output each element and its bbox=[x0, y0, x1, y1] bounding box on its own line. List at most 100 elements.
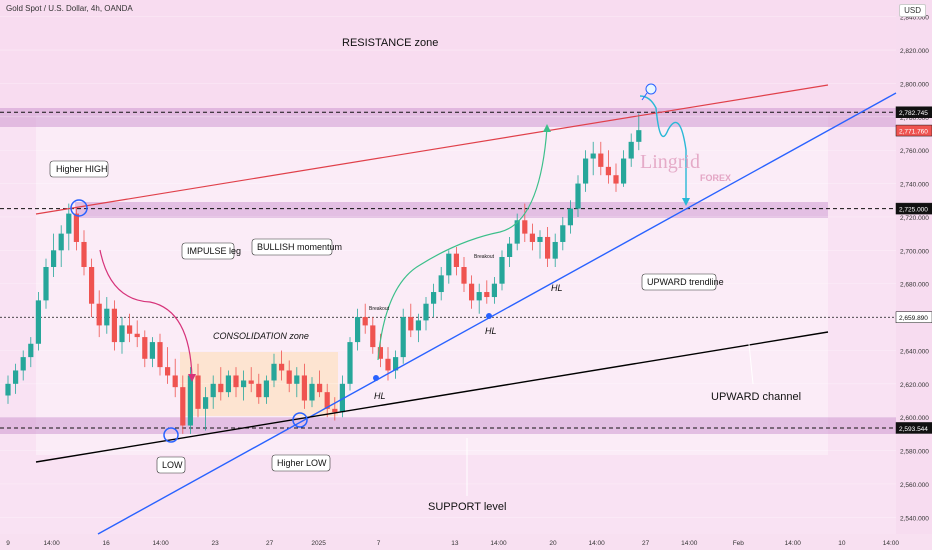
candle-body bbox=[598, 153, 604, 167]
currency-badge[interactable]: USD bbox=[899, 4, 926, 17]
x-tick-label: 14:00 bbox=[883, 540, 900, 547]
candle-body bbox=[575, 183, 581, 209]
y-tick-label: 2,620.000 bbox=[900, 382, 929, 389]
candle-body bbox=[256, 383, 262, 398]
y-tick-label: 2,840.000 bbox=[900, 15, 929, 22]
y-tick-label: 2,780.000 bbox=[900, 115, 929, 122]
candle-body bbox=[51, 250, 57, 267]
candle-body bbox=[613, 175, 619, 184]
time-axis: 9 14:00 16 14:00 23 27 2025 7 13 14:00 20 14:00 27 14… bbox=[6, 540, 899, 547]
resistance-trendline bbox=[35, 84, 829, 215]
price-tag bbox=[895, 311, 932, 323]
candle-body bbox=[545, 236, 551, 259]
candle-body bbox=[491, 283, 497, 298]
candle-body bbox=[567, 208, 573, 226]
price-levels bbox=[0, 111, 896, 429]
candle-body bbox=[347, 342, 353, 384]
candle-body bbox=[537, 236, 543, 242]
consolidation-label: CONSOLIDATION zone bbox=[213, 331, 309, 341]
x-tick-label: 27 bbox=[642, 540, 650, 547]
y-tick-label: 2,760.000 bbox=[900, 148, 929, 155]
x-tick-label: 14:00 bbox=[785, 540, 802, 547]
higher-high-marker bbox=[70, 199, 88, 217]
candle-body bbox=[309, 383, 315, 401]
breakout-label-2: Breakout bbox=[474, 254, 495, 260]
candle-body bbox=[415, 320, 421, 331]
candle-body bbox=[13, 370, 19, 384]
price-tag bbox=[895, 124, 932, 137]
candle-body bbox=[476, 292, 482, 301]
projection-curve bbox=[639, 95, 687, 200]
candle-body bbox=[271, 363, 277, 381]
candle-body bbox=[636, 130, 642, 142]
target-marker bbox=[645, 83, 657, 95]
candle-body bbox=[370, 325, 376, 348]
x-tick-label: 14:00 bbox=[43, 540, 60, 547]
price-tag bbox=[895, 106, 932, 118]
candle-body bbox=[393, 357, 399, 371]
candle-body bbox=[111, 308, 117, 343]
candle-body bbox=[583, 158, 589, 184]
higher-high-label-box bbox=[49, 160, 109, 178]
candles bbox=[5, 113, 642, 434]
hl-dot-2 bbox=[486, 313, 492, 319]
x-tick-label: 14:00 bbox=[152, 540, 169, 547]
candle-body bbox=[317, 383, 323, 393]
time-axis-panel[interactable] bbox=[0, 534, 932, 550]
bullish-arrowhead bbox=[543, 124, 551, 132]
candle-body bbox=[248, 380, 254, 384]
candle-body bbox=[5, 383, 11, 396]
y-tick-label: 2,560.000 bbox=[900, 482, 929, 489]
low-marker bbox=[163, 427, 179, 443]
candle-body bbox=[560, 225, 566, 242]
y-tick-label: 2,580.000 bbox=[900, 449, 929, 456]
impulse-arrowhead bbox=[188, 374, 196, 382]
candle-body bbox=[165, 367, 171, 376]
y-tick-label: 2,800.000 bbox=[900, 81, 929, 88]
symbol-header: Gold Spot / U.S. Dollar, 4h, OANDA bbox=[6, 4, 133, 13]
candle-body bbox=[73, 213, 79, 242]
price-tag-label: 2,782.745 bbox=[899, 110, 928, 117]
candle-body bbox=[134, 333, 140, 338]
y-tick-label: 2,540.000 bbox=[900, 515, 929, 522]
bullish-label-box bbox=[251, 238, 333, 256]
support-zone bbox=[0, 417, 896, 434]
higher-high-label: Higher HIGH bbox=[56, 164, 108, 174]
x-tick-label: 14:00 bbox=[681, 540, 698, 547]
candle-body bbox=[522, 220, 528, 234]
y-tick-label: 2,820.000 bbox=[900, 48, 929, 55]
x-tick-label: 20 bbox=[549, 540, 557, 547]
price-tag bbox=[895, 202, 932, 215]
candle-body bbox=[529, 233, 535, 242]
x-tick-label: 2025 bbox=[311, 540, 326, 547]
upper-gradient bbox=[0, 0, 896, 110]
candle-body bbox=[218, 383, 224, 393]
candle-body bbox=[210, 383, 216, 398]
watermark-line1: Lingrid bbox=[640, 151, 700, 173]
candle-body bbox=[605, 166, 611, 176]
candle-body bbox=[590, 153, 596, 159]
candle-body bbox=[514, 220, 520, 244]
support-level-label: SUPPORT level bbox=[428, 501, 506, 513]
candle-body bbox=[263, 380, 269, 398]
bullish-curve bbox=[377, 127, 548, 361]
candle-body bbox=[628, 141, 634, 159]
hl-label-1: HL bbox=[374, 391, 386, 401]
candle-body bbox=[332, 408, 338, 413]
price-axis-panel[interactable] bbox=[896, 0, 932, 550]
price-tags: 2,782.745 2,771.760 2,725.000 2,659.890 2,59… bbox=[895, 106, 932, 434]
x-tick-label: 13 bbox=[451, 540, 459, 547]
candle-body bbox=[400, 317, 406, 358]
candle-body bbox=[461, 267, 467, 284]
candle-body bbox=[484, 292, 490, 298]
candle-body bbox=[423, 303, 429, 321]
target-marker-stem bbox=[641, 92, 648, 101]
breakout-label-1: Breakout bbox=[369, 306, 390, 312]
candle-body bbox=[225, 375, 231, 393]
low-label-box bbox=[156, 456, 186, 474]
upward-trendline bbox=[97, 92, 897, 535]
candle-body bbox=[233, 375, 239, 388]
upward-channel-label: UPWARD channel bbox=[711, 391, 801, 403]
candle-body bbox=[180, 387, 186, 426]
